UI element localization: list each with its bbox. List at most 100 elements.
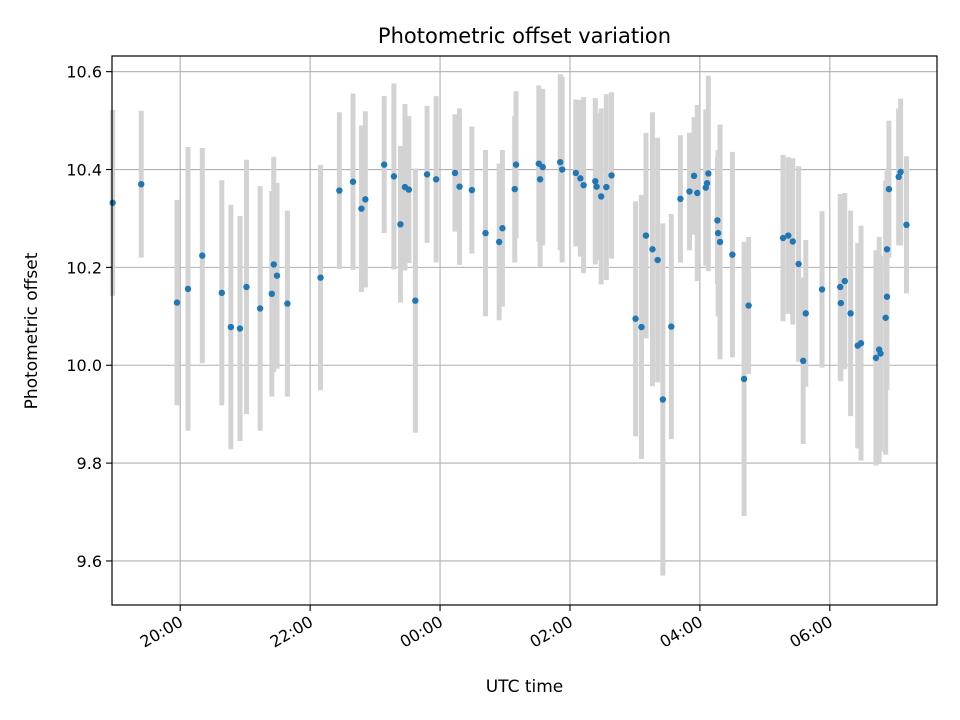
data-point	[593, 183, 600, 190]
data-point	[405, 186, 413, 193]
data-point	[218, 289, 225, 297]
x-tick-label: 04:00	[656, 612, 705, 652]
data-point	[608, 172, 615, 179]
y-tick-label: 10.4	[66, 161, 102, 180]
x-tick-label: 06:00	[786, 612, 835, 652]
data-point	[802, 310, 809, 317]
data-point	[362, 196, 369, 203]
data-point	[705, 170, 712, 177]
data-point	[227, 323, 235, 331]
x-tick-label: 22:00	[267, 612, 316, 652]
data-point	[256, 305, 264, 312]
data-point	[317, 274, 324, 281]
data-point	[703, 180, 711, 187]
data-point	[572, 169, 580, 177]
data-point	[903, 221, 910, 229]
x-tick-label: 00:00	[397, 612, 446, 652]
data-point	[785, 232, 792, 239]
data-point	[173, 299, 181, 306]
data-point	[284, 300, 291, 307]
y-axis: 9.6 9.8 10.0 10.2 10.4 10.6	[66, 63, 112, 571]
data-point	[138, 180, 145, 188]
data-point	[358, 205, 365, 212]
data-point	[349, 178, 357, 185]
data-point	[597, 193, 605, 200]
data-point	[412, 297, 419, 304]
data-point	[592, 178, 599, 185]
plot-frame	[111, 55, 938, 606]
data-point	[511, 185, 518, 193]
data-point	[558, 166, 566, 173]
data-point	[847, 310, 854, 317]
data-point	[745, 302, 752, 309]
y-tick-label: 9.8	[77, 454, 102, 473]
x-axis-label: UTC time	[486, 677, 564, 697]
data-point	[659, 396, 667, 403]
y-axis-label: Photometric offset	[22, 252, 42, 409]
data-point	[451, 169, 459, 177]
x-tick-label: 02:00	[527, 612, 576, 652]
data-point	[714, 229, 722, 237]
data-point	[895, 173, 902, 181]
data-point	[654, 256, 661, 264]
data-point	[638, 323, 645, 331]
grid	[112, 56, 937, 605]
data-point	[690, 172, 698, 180]
data-point	[795, 260, 802, 268]
y-tick-label: 10.2	[66, 258, 102, 277]
data-point	[336, 187, 343, 194]
data-point	[883, 246, 891, 253]
x-tick-label: 20:00	[137, 612, 186, 652]
data-point	[857, 340, 865, 347]
data-point	[199, 252, 206, 259]
data-point	[557, 158, 564, 166]
data-point	[779, 234, 787, 242]
y-tick-label: 10.0	[66, 356, 102, 375]
data-point	[482, 229, 489, 237]
data-point	[512, 161, 520, 168]
data-point	[897, 168, 904, 176]
data-point	[432, 176, 440, 183]
data-point	[877, 350, 884, 357]
data-point	[882, 314, 889, 321]
data-point	[236, 325, 244, 332]
x-axis: 20:00 22:00 00:00 02:00 04:00 06:00	[137, 605, 836, 652]
data-point	[885, 185, 893, 193]
data-point	[603, 183, 610, 191]
data-point	[837, 283, 844, 291]
data-point	[390, 173, 398, 180]
data-point	[380, 161, 388, 168]
data-point	[632, 315, 639, 322]
data-point	[694, 189, 701, 197]
data-point	[423, 171, 431, 178]
data-point	[456, 183, 463, 190]
data-point	[668, 323, 675, 330]
data-point	[686, 188, 693, 195]
data-point	[539, 163, 546, 171]
data-point	[714, 217, 721, 224]
data-point	[649, 246, 656, 253]
data-point	[580, 181, 587, 189]
data-point	[495, 238, 503, 246]
data-point	[536, 176, 544, 183]
data-point	[729, 251, 736, 258]
data-point	[818, 286, 826, 293]
data-point	[273, 272, 281, 279]
data-point	[799, 357, 807, 365]
data-point	[397, 221, 404, 228]
data-point	[883, 293, 891, 300]
data-point	[268, 290, 276, 298]
data-points	[109, 158, 910, 403]
data-point	[872, 354, 880, 362]
data-point	[243, 283, 250, 291]
data-point	[468, 186, 476, 194]
data-point	[740, 375, 748, 383]
y-tick-label: 10.6	[66, 63, 102, 82]
chart-title: Photometric offset variation	[378, 24, 671, 48]
data-point	[837, 299, 845, 307]
data-point	[109, 199, 116, 206]
data-point	[677, 195, 684, 203]
data-point	[716, 238, 724, 246]
data-point	[499, 225, 506, 232]
